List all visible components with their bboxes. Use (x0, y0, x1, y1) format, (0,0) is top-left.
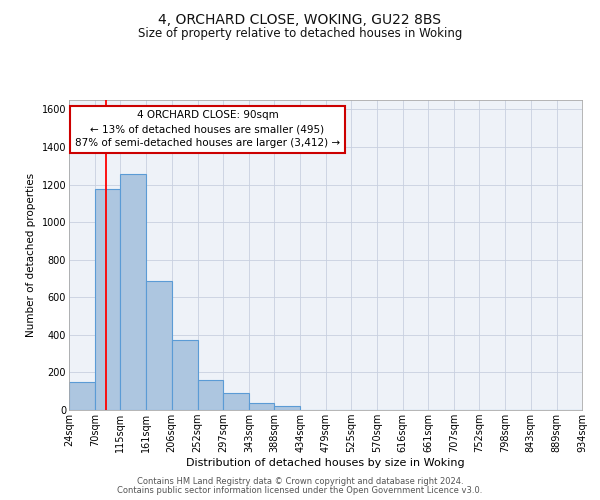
Text: Size of property relative to detached houses in Woking: Size of property relative to detached ho… (138, 28, 462, 40)
Text: 4, ORCHARD CLOSE, WOKING, GU22 8BS: 4, ORCHARD CLOSE, WOKING, GU22 8BS (158, 12, 442, 26)
Bar (146, 282, 172, 410)
Text: Contains public sector information licensed under the Open Government Licence v3: Contains public sector information licen… (118, 486, 482, 495)
Bar (223, 393, 249, 410)
Bar (172, 340, 197, 410)
Bar (197, 380, 223, 410)
Text: 4 ORCHARD CLOSE: 90sqm
← 13% of detached houses are smaller (495)
87% of semi-de: 4 ORCHARD CLOSE: 90sqm ← 13% of detached… (75, 110, 340, 148)
Text: Contains HM Land Registry data © Crown copyright and database right 2024.: Contains HM Land Registry data © Crown c… (137, 477, 463, 486)
Bar (121, 174, 146, 410)
Y-axis label: Number of detached properties: Number of detached properties (26, 173, 36, 337)
Bar (249, 404, 274, 410)
Bar (95, 189, 120, 410)
X-axis label: Distribution of detached houses by size in Woking: Distribution of detached houses by size … (186, 458, 465, 468)
Bar (274, 406, 300, 410)
Bar (69, 382, 95, 410)
